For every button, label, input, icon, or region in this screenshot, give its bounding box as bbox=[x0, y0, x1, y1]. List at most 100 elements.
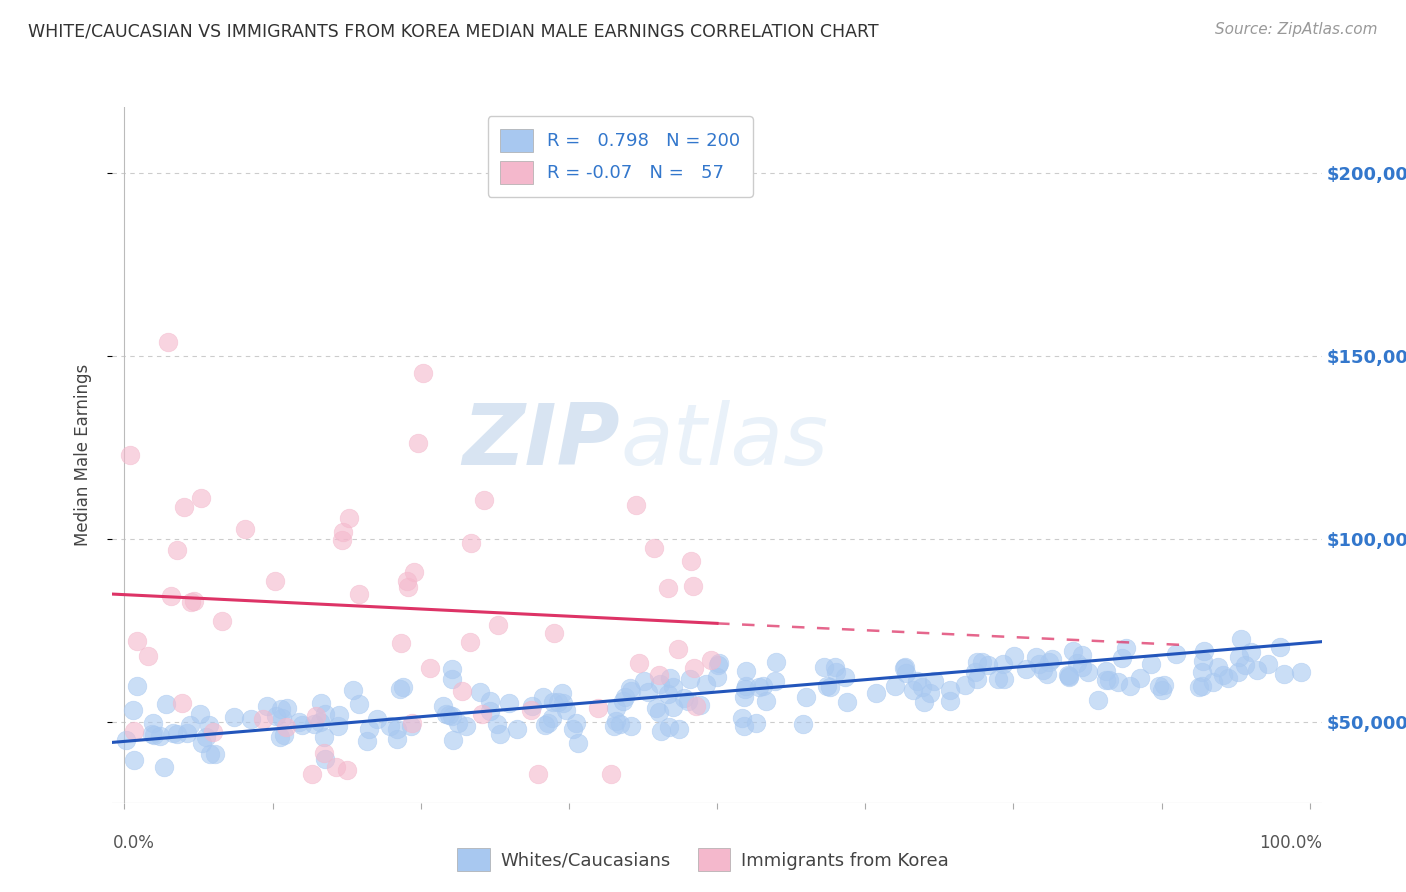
Point bbox=[392, 681, 415, 695]
Point bbox=[1015, 662, 1038, 676]
Point bbox=[198, 747, 221, 761]
Point bbox=[628, 657, 651, 671]
Point bbox=[235, 522, 257, 536]
Point bbox=[155, 697, 177, 711]
Text: 0.0%: 0.0% bbox=[112, 834, 155, 852]
Point bbox=[387, 722, 409, 736]
Point bbox=[342, 683, 364, 698]
Point bbox=[970, 656, 993, 670]
Point bbox=[273, 728, 295, 742]
Point bbox=[406, 435, 429, 450]
Point bbox=[179, 718, 201, 732]
Text: 100.0%: 100.0% bbox=[1258, 834, 1322, 852]
Point bbox=[1272, 667, 1295, 681]
Point bbox=[735, 679, 758, 693]
Point bbox=[211, 614, 233, 628]
Point bbox=[820, 680, 842, 694]
Legend: Whites/Caucasians, Immigrants from Korea: Whites/Caucasians, Immigrants from Korea bbox=[450, 841, 956, 879]
Point bbox=[644, 701, 666, 715]
Point bbox=[543, 626, 565, 640]
Point bbox=[472, 492, 495, 507]
Point bbox=[347, 698, 370, 712]
Point bbox=[825, 665, 848, 679]
Point bbox=[412, 367, 434, 381]
Point bbox=[1188, 680, 1211, 694]
Point bbox=[366, 713, 388, 727]
Point bbox=[149, 729, 172, 743]
Point bbox=[401, 716, 423, 731]
Point bbox=[378, 719, 401, 733]
Point bbox=[894, 666, 917, 681]
Point bbox=[685, 698, 707, 713]
Point bbox=[792, 717, 814, 731]
Point bbox=[1115, 640, 1137, 655]
Point bbox=[567, 736, 589, 750]
Point bbox=[648, 705, 671, 719]
Point bbox=[1057, 669, 1080, 683]
Point bbox=[901, 683, 924, 698]
Text: ZIP: ZIP bbox=[463, 400, 620, 483]
Point bbox=[605, 714, 627, 728]
Point bbox=[271, 711, 294, 725]
Point bbox=[153, 760, 176, 774]
Point bbox=[1270, 640, 1292, 654]
Point bbox=[993, 672, 1015, 686]
Point bbox=[419, 661, 441, 675]
Point bbox=[1147, 679, 1170, 693]
Text: Source: ZipAtlas.com: Source: ZipAtlas.com bbox=[1215, 22, 1378, 37]
Point bbox=[586, 701, 609, 715]
Point bbox=[471, 706, 494, 721]
Point bbox=[659, 671, 682, 685]
Point bbox=[605, 701, 627, 715]
Point bbox=[325, 760, 347, 774]
Point bbox=[160, 589, 183, 603]
Point bbox=[527, 766, 550, 780]
Point bbox=[834, 670, 856, 684]
Point bbox=[637, 685, 659, 699]
Point bbox=[454, 719, 477, 733]
Point bbox=[1206, 659, 1229, 673]
Point bbox=[963, 665, 986, 679]
Point bbox=[835, 695, 858, 709]
Point bbox=[619, 719, 641, 733]
Point bbox=[1028, 657, 1050, 672]
Point bbox=[1166, 647, 1188, 661]
Point bbox=[520, 703, 543, 717]
Point bbox=[1226, 665, 1249, 679]
Point bbox=[1066, 656, 1088, 670]
Point bbox=[865, 686, 887, 700]
Point bbox=[204, 747, 226, 762]
Point bbox=[122, 723, 145, 738]
Point bbox=[531, 690, 554, 704]
Point bbox=[328, 719, 350, 733]
Point bbox=[399, 719, 422, 733]
Point bbox=[1071, 648, 1094, 662]
Point bbox=[142, 728, 165, 742]
Point bbox=[274, 720, 297, 734]
Point bbox=[1191, 680, 1213, 694]
Point bbox=[1289, 665, 1312, 679]
Point bbox=[939, 694, 962, 708]
Point bbox=[252, 712, 274, 726]
Legend: R =   0.798   N = 200, R = -0.07   N =   57: R = 0.798 N = 200, R = -0.07 N = 57 bbox=[488, 116, 754, 197]
Point bbox=[709, 656, 731, 670]
Point bbox=[180, 595, 202, 609]
Point bbox=[432, 698, 454, 713]
Point bbox=[440, 672, 463, 686]
Point bbox=[751, 679, 773, 693]
Point bbox=[330, 533, 353, 547]
Point bbox=[643, 541, 665, 555]
Point bbox=[662, 700, 685, 714]
Point bbox=[1057, 668, 1080, 682]
Point bbox=[1129, 671, 1152, 685]
Point bbox=[498, 696, 520, 710]
Point bbox=[396, 580, 419, 594]
Point bbox=[657, 687, 679, 701]
Point bbox=[1192, 644, 1215, 658]
Point bbox=[276, 700, 298, 714]
Point bbox=[620, 684, 643, 698]
Point bbox=[1119, 679, 1142, 693]
Point bbox=[650, 724, 672, 739]
Point bbox=[765, 655, 787, 669]
Point bbox=[136, 649, 159, 664]
